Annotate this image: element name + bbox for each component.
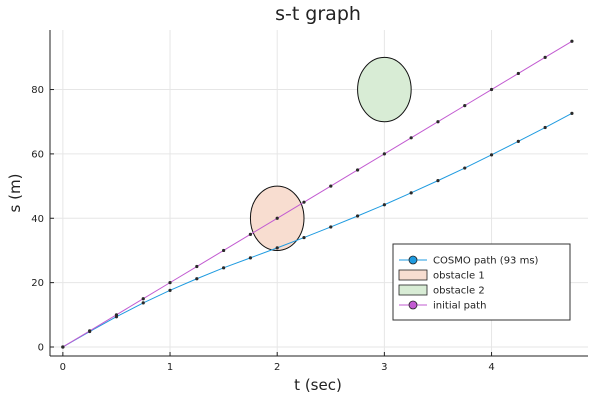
legend-label: initial path — [433, 301, 486, 312]
x-tick-label: 2 — [274, 362, 280, 373]
series-point — [463, 166, 467, 170]
y-tick-label: 40 — [31, 214, 44, 225]
series-point — [222, 248, 226, 253]
y-tick-label: 0 — [38, 342, 44, 353]
legend: COSMO path (93 ms) obstacle 1 obstacle 2 in… — [392, 243, 571, 321]
series-point — [114, 313, 119, 317]
legend-box — [392, 243, 571, 321]
obstacle-obstacle-2 — [357, 56, 412, 123]
series-point — [329, 184, 333, 188]
y-tick-label: 60 — [31, 149, 44, 160]
legend-swatch-marker — [408, 255, 418, 265]
grid-layer — [50, 30, 588, 356]
series-point — [88, 329, 92, 333]
series-point — [141, 297, 145, 301]
series-point — [355, 214, 360, 218]
y-axis-label: s (m) — [6, 174, 24, 213]
series-point — [248, 256, 253, 260]
legend-label: obstacle 2 — [433, 286, 485, 297]
legend-label: COSMO path (93 ms) — [433, 256, 539, 267]
x-tick-label: 4 — [488, 362, 494, 373]
series-point — [275, 246, 279, 250]
series-point — [61, 345, 65, 349]
series-point — [570, 39, 574, 43]
series-line-1 — [62, 40, 573, 348]
series-point — [222, 266, 226, 270]
series-point — [489, 153, 494, 157]
legend-swatch-marker — [408, 300, 418, 310]
series-point — [248, 232, 253, 236]
legend-swatch-patch — [398, 269, 428, 281]
series-line-0 — [62, 112, 573, 348]
series-point — [516, 139, 520, 143]
series-point — [570, 111, 574, 115]
legend-label: obstacle 1 — [433, 271, 485, 282]
series-point — [436, 179, 440, 183]
x-tick-label: 1 — [167, 362, 173, 373]
series-point — [329, 225, 333, 229]
series-point — [168, 281, 172, 285]
x-axis-label: t (sec) — [294, 376, 342, 394]
series-point — [489, 87, 494, 92]
series-point — [382, 152, 386, 156]
series-point — [436, 120, 440, 124]
y-tick-label: 20 — [31, 278, 44, 289]
series-point — [409, 191, 413, 195]
series-point — [543, 125, 547, 130]
series-point — [168, 288, 172, 292]
series-point — [516, 71, 520, 76]
legend-swatch-patch — [398, 284, 428, 296]
series-point — [543, 55, 547, 59]
series-point — [355, 168, 360, 172]
series-point — [141, 301, 145, 305]
series-point — [409, 136, 413, 140]
series-point — [195, 277, 199, 281]
x-tick-label: 0 — [60, 362, 66, 373]
series-point — [302, 200, 306, 204]
y-tick-label: 80 — [31, 85, 44, 96]
series-point — [195, 264, 199, 269]
chart-title: s-t graph — [275, 3, 361, 25]
series-point — [382, 203, 386, 207]
series-point — [302, 235, 306, 240]
x-tick-label: 3 — [381, 362, 387, 373]
series-point — [275, 216, 279, 220]
series-point — [463, 104, 467, 108]
series-layer — [61, 39, 574, 349]
